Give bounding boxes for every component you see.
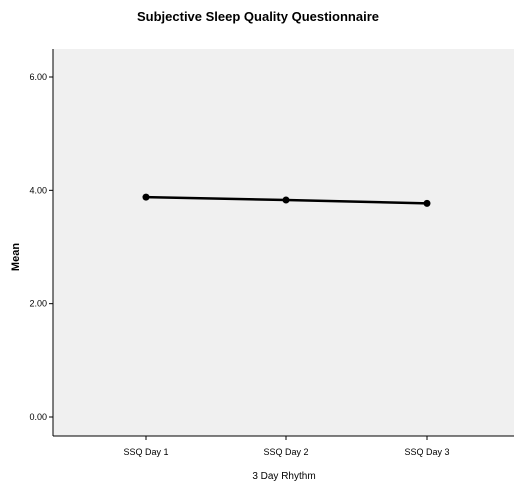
plot-area	[53, 49, 514, 436]
x-tick-label: SSQ Day 2	[263, 447, 308, 457]
y-tick-label: 2.00	[29, 299, 47, 309]
y-tick-group: 0.00 2.00 4.00 6.00	[29, 72, 53, 422]
x-axis-label: 3 Day Rhythm	[252, 471, 315, 482]
data-point	[282, 196, 290, 204]
data-point	[423, 199, 431, 207]
data-point	[142, 193, 150, 201]
x-tick-label: SSQ Day 3	[404, 447, 449, 457]
x-tick-group: SSQ Day 1 SSQ Day 2 SSQ Day 3	[123, 436, 450, 457]
y-tick-label: 6.00	[29, 72, 47, 82]
x-tick-label: SSQ Day 1	[123, 447, 168, 457]
series-group	[142, 193, 431, 207]
chart-title: Subjective Sleep Quality Questionnaire	[137, 9, 379, 24]
y-axis-label: Mean	[10, 243, 22, 271]
y-tick-label: 0.00	[29, 412, 47, 422]
y-tick-label: 4.00	[29, 185, 47, 195]
